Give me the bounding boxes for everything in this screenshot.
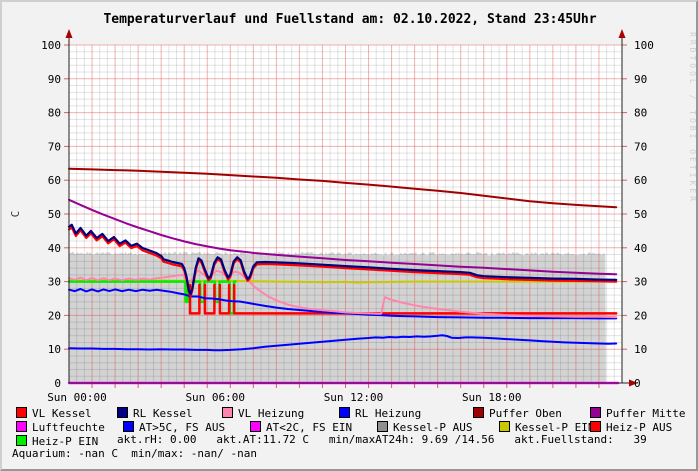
y-tick-label-left: 80 (48, 107, 61, 120)
series-vl_kessel (67, 226, 618, 298)
y-tick-label-left: 100 (41, 39, 61, 52)
y-tick-label-left: 70 (48, 140, 61, 153)
y-axis-title: C (9, 211, 22, 218)
y-tick-label-right: 10 (634, 343, 647, 356)
x-tick-label: Sun 00:00 (47, 391, 107, 404)
y-tick-label-right: 40 (634, 242, 647, 255)
y-tick-label-left: 40 (48, 242, 61, 255)
x-tick-label: Sun 18:00 (462, 391, 522, 404)
series-rl_kessel (67, 223, 618, 296)
chart-title: Temperaturverlauf und Fuellstand am: 02.… (103, 12, 596, 27)
series-kessel_p_ein (68, 279, 618, 284)
y-tick-label-right: 0 (634, 377, 641, 390)
axis-tick-labels: 0 0 10 10 20 20 30 30 40 40 50 50 60 60 70 70 80 80 90 90 10… (41, 39, 654, 404)
y-tick-label-left: 60 (48, 174, 61, 187)
series-heiz_p_ein (67, 280, 237, 315)
y-tick-label-right: 100 (634, 39, 654, 52)
x-tick-label: Sun 06:00 (185, 391, 245, 404)
series-at_aussentemp (68, 334, 618, 352)
y-axis-arrow-right-icon (618, 29, 626, 38)
x-tick-label: Sun 12:00 (324, 391, 384, 404)
series-heiz_p_aus (188, 283, 201, 315)
y-tick-label-left: 10 (48, 343, 61, 356)
rrdtool-watermark: RRDTOOL / TOBI OETIKER (688, 32, 697, 204)
y-tick-label-left: 30 (48, 276, 61, 289)
y-tick-label-right: 90 (634, 73, 647, 86)
y-tick-label-left: 20 (48, 309, 61, 322)
x-axis-arrow-icon (629, 379, 638, 387)
y-tick-label-left: 90 (48, 73, 61, 86)
y-tick-label-right: 70 (634, 140, 647, 153)
y-tick-label-right: 50 (634, 208, 647, 221)
y-tick-label-right: 20 (634, 309, 647, 322)
y-tick-label-right: 60 (634, 174, 647, 187)
y-axis-arrow-left-icon (65, 29, 73, 38)
axes (65, 29, 638, 387)
series-rl_heizung (68, 288, 618, 320)
y-tick-label-right: 80 (634, 107, 647, 120)
series-puffer_oben (68, 167, 618, 209)
y-tick-label-left: 0 (54, 377, 61, 390)
series-puffer_mitte (68, 198, 618, 276)
y-tick-label-left: 50 (48, 208, 61, 221)
y-tick-label-right: 30 (634, 276, 647, 289)
